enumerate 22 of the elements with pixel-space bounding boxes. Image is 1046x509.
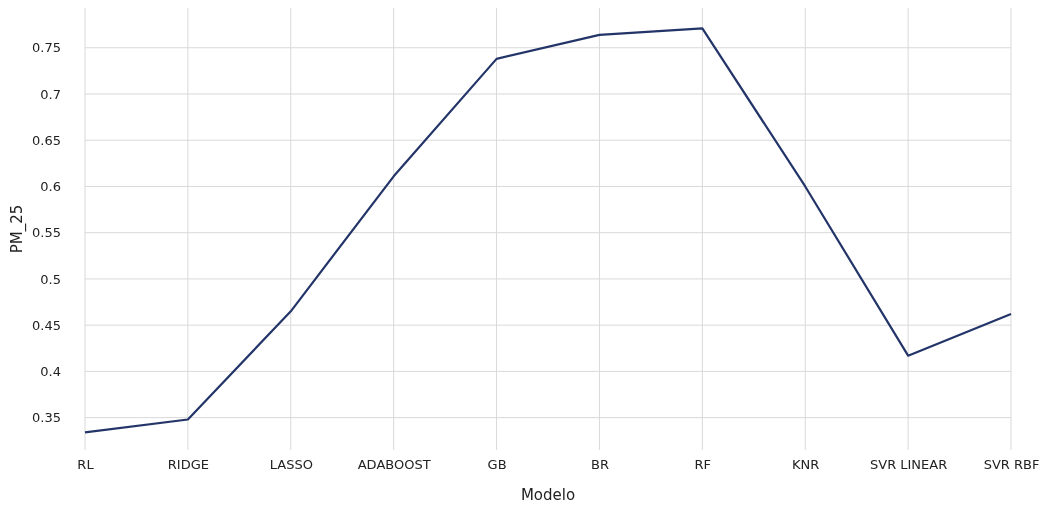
x-axis-title: Modelo bbox=[520, 486, 576, 504]
y-tick-label: 0.6 bbox=[40, 179, 61, 195]
y-tick-label: 0.5 bbox=[40, 271, 61, 287]
y-tick-label: 0.55 bbox=[32, 225, 61, 241]
x-tick-label: SVR RBF bbox=[983, 457, 1040, 473]
x-tick-label: BR bbox=[590, 457, 609, 473]
y-tick-label: 0.35 bbox=[32, 410, 61, 426]
line-series bbox=[83, 27, 1013, 434]
x-tick-label: KNR bbox=[792, 457, 820, 473]
y-tick-label: 0.75 bbox=[32, 40, 61, 56]
x-tick-label: RL bbox=[77, 457, 95, 473]
y-tick-label: 0.65 bbox=[32, 132, 61, 148]
x-tick-label: RF bbox=[694, 457, 712, 473]
y-tick-label: 0.7 bbox=[40, 86, 61, 102]
x-tick-label: SVR LINEAR bbox=[869, 457, 948, 473]
y-tick-label: 0.45 bbox=[32, 317, 61, 333]
x-tick-label: ADABOOST bbox=[357, 457, 431, 473]
y-tick-label: 0.4 bbox=[40, 364, 61, 380]
y-axis-title: PM_25 bbox=[8, 204, 27, 254]
x-tick-label: GB bbox=[487, 457, 507, 473]
x-tick-label: LASSO bbox=[269, 457, 313, 473]
x-tick-label: RIDGE bbox=[167, 457, 209, 473]
